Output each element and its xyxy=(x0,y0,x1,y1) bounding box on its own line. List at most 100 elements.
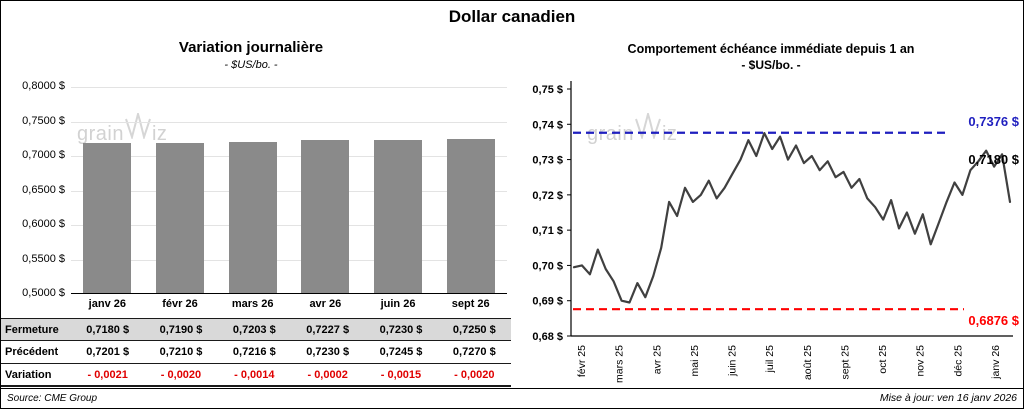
line-y-tick-label: 0,72 $ xyxy=(532,190,563,202)
line-x-tick-label: juil 25 xyxy=(764,345,776,374)
line-y-tick-label: 0,70 $ xyxy=(532,260,563,272)
bar-y-tick-label: 0,6500 $ xyxy=(22,183,65,196)
bar-x-label: janv 26 xyxy=(88,298,126,310)
bar xyxy=(156,142,204,293)
line-y-tick-label: 0,68 $ xyxy=(532,331,563,343)
footer: Source: CME Group Mise à jour: ven 16 ja… xyxy=(1,388,1023,408)
table-cell: 0,7203 $ xyxy=(232,323,276,336)
bar-chart-title: Variation journalière xyxy=(178,39,324,56)
table-cell: 0,7210 $ xyxy=(159,346,203,358)
table-cell: 0,7216 $ xyxy=(232,346,276,358)
gridline xyxy=(71,121,507,123)
bar-y-tick-label: 0,7500 $ xyxy=(22,114,65,127)
table-cell: 0,7270 $ xyxy=(452,346,496,358)
line-x-tick-label: oct 25 xyxy=(877,345,889,374)
bar-x-label: mars 26 xyxy=(231,298,274,310)
line-x-tick-label: janv 26 xyxy=(990,345,1002,380)
updated-label: Mise à jour: ven 16 janv 2026 xyxy=(879,392,1017,404)
table-cell: 0,7201 $ xyxy=(86,346,130,358)
line-chart-svg: 0,75 $ 0,74 $ 0,73 $ 0,72 $ 0,71 $ 0,70 $ 0,69… xyxy=(532,81,1020,383)
line-y-tick-label: 0,69 $ xyxy=(532,296,563,308)
bar-x-label: juin 26 xyxy=(380,298,416,310)
line-y-tick-label: 0,73 $ xyxy=(532,155,563,167)
line-y-tick-label: 0,74 $ xyxy=(532,119,563,131)
line-x-tick-label: sept 25 xyxy=(839,345,851,380)
table-cell: - 0,0002 xyxy=(307,368,348,381)
bar-x-label: sept 26 xyxy=(451,298,490,310)
bar-x-label: févr 26 xyxy=(162,298,198,310)
bar-y-tick-label: 0,6000 $ xyxy=(22,218,65,230)
bar-slot xyxy=(289,87,362,293)
bar-slot xyxy=(362,87,435,293)
bar xyxy=(228,141,277,293)
bar-y-tick-label: 0,7000 $ xyxy=(22,149,65,161)
gridline xyxy=(71,225,507,226)
line-chart-subtitle: - $US/bo. - xyxy=(741,58,801,72)
table-cell: 0,7250 $ xyxy=(452,323,496,336)
bar xyxy=(83,143,132,293)
table-cell: - 0,0020 xyxy=(454,368,495,381)
table-cell: - 0,0015 xyxy=(380,368,422,381)
line-x-tick-label: déc 25 xyxy=(952,345,964,377)
page-title: Dollar canadien xyxy=(448,7,576,26)
table-cell: 0,7227 $ xyxy=(306,323,350,336)
row-label: Variation xyxy=(5,368,52,381)
bar-y-tick-label: 0,5500 $ xyxy=(22,252,65,265)
watermark-text: iz xyxy=(151,123,168,145)
bar-y-axis: 0,8000 $ 0,7500 $ 0,7000 $ 0,6500 $ 0,6000 $… xyxy=(3,1,65,321)
bar-slot xyxy=(216,87,289,293)
line-x-tick-label: févr 25 xyxy=(576,345,588,377)
bar-slot xyxy=(144,87,217,293)
table-row: Variation - 0,0021 - 0,0020 - 0,0014 - 0,000… xyxy=(1,364,511,387)
table-cell: 0,7230 $ xyxy=(306,346,350,358)
bar xyxy=(374,139,423,293)
reference-label: 0,7376 $ xyxy=(968,114,1019,129)
table-cell: 0,7230 $ xyxy=(379,323,423,336)
gridline xyxy=(71,259,507,261)
bar-y-tick-label: 0,5000 $ xyxy=(22,287,65,299)
line-y-tick-label: 0,75 $ xyxy=(532,84,563,96)
gridline xyxy=(71,156,507,157)
bar xyxy=(301,140,350,293)
table-row: Précédent 0,7201 $ 0,7210 $ 0,7216 $ 0,7230 … xyxy=(1,341,511,364)
row-label: Précédent xyxy=(5,346,59,358)
grainwiz-watermark: grain iz xyxy=(587,110,678,146)
bar-slot xyxy=(434,87,507,293)
line-x-tick-label: mars 25 xyxy=(614,345,626,383)
bar-plot xyxy=(71,87,507,294)
summary-table: Fermeture 0,7180 $ 0,7190 $ 0,7203 $ 0,7227 … xyxy=(1,318,511,387)
zigzag-w-icon xyxy=(634,110,662,146)
line-x-tick-label: juin 25 xyxy=(727,345,739,377)
table-cell: 0,7245 $ xyxy=(379,346,423,358)
bar-chart-subtitle: - $US/bo. - xyxy=(224,59,278,71)
reference-label: 0,6876 $ xyxy=(968,313,1019,328)
line-y-tick-label: 0,71 $ xyxy=(532,225,563,237)
gridline xyxy=(71,190,507,192)
bar-x-label: avr 26 xyxy=(309,298,342,310)
bar xyxy=(446,138,495,293)
watermark-text: grain xyxy=(587,123,634,145)
source-label: Source: CME Group xyxy=(7,393,98,404)
line-x-tick-label: avr 25 xyxy=(651,345,663,374)
price-line xyxy=(572,131,1012,304)
zigzag-w-icon xyxy=(124,110,152,146)
line-chart-title: Comportement échéance immédiate depuis 1… xyxy=(627,42,915,56)
table-row: Fermeture 0,7180 $ 0,7190 $ 0,7203 $ 0,7227 … xyxy=(1,318,511,341)
gridline xyxy=(71,87,507,88)
line-x-tick-label: mai 25 xyxy=(689,345,701,377)
line-x-tick-label: nov 25 xyxy=(915,345,927,377)
watermark-text: grain xyxy=(77,123,124,145)
table-cell: - 0,0014 xyxy=(234,368,275,381)
table-cell: 0,7190 $ xyxy=(159,323,203,336)
line-x-tick-label: août 25 xyxy=(802,345,814,380)
last-value-label: 0,7180 $ xyxy=(968,152,1019,167)
table-cell: - 0,0020 xyxy=(160,368,202,381)
bar-slot xyxy=(71,87,144,293)
watermark-text: iz xyxy=(661,123,678,145)
table-cell: 0,7180 $ xyxy=(86,323,130,336)
bar-y-tick-label: 0,8000 $ xyxy=(22,80,65,92)
bar-x-labels: janv 26 févr 26 mars 26 avr 26 juin 26 sept 2… xyxy=(71,298,507,310)
grainwiz-watermark: grain iz xyxy=(77,110,168,146)
table-cell: - 0,0021 xyxy=(87,368,128,381)
